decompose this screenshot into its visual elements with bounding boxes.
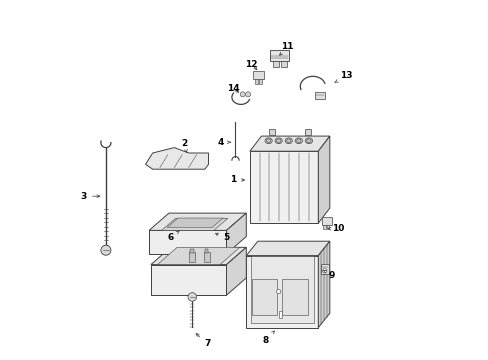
Bar (253, 71, 264, 79)
Ellipse shape (264, 138, 272, 144)
Bar (246, 256, 318, 328)
Ellipse shape (276, 289, 280, 294)
Bar (322, 225, 325, 229)
Bar (326, 225, 329, 229)
Ellipse shape (276, 139, 280, 143)
Bar (321, 217, 332, 225)
Polygon shape (145, 148, 208, 169)
Ellipse shape (286, 139, 290, 143)
Text: 2: 2 (181, 139, 187, 152)
Polygon shape (226, 213, 246, 254)
Circle shape (245, 92, 250, 97)
Text: 10: 10 (327, 224, 344, 233)
Text: 12: 12 (245, 60, 258, 69)
Bar (189, 252, 195, 262)
Circle shape (240, 92, 244, 97)
Bar (204, 249, 208, 253)
Text: 1: 1 (229, 175, 244, 184)
Polygon shape (157, 247, 239, 265)
Bar (282, 279, 307, 315)
Polygon shape (167, 218, 223, 228)
Text: 3: 3 (81, 192, 100, 201)
Bar (278, 311, 281, 318)
Ellipse shape (295, 138, 302, 144)
Polygon shape (318, 136, 329, 223)
Polygon shape (246, 241, 329, 256)
Bar (203, 252, 209, 262)
Polygon shape (249, 136, 329, 151)
Text: 11: 11 (279, 42, 293, 55)
Bar (251, 279, 276, 315)
Circle shape (101, 245, 111, 255)
Bar (250, 256, 313, 323)
Ellipse shape (266, 139, 270, 143)
Bar (190, 249, 194, 253)
Bar (254, 79, 257, 84)
Text: 4: 4 (218, 138, 230, 147)
Polygon shape (151, 247, 246, 265)
Text: 5: 5 (215, 233, 229, 242)
Text: 13: 13 (334, 71, 351, 83)
Text: 9: 9 (323, 270, 334, 280)
Bar (259, 79, 262, 84)
Ellipse shape (296, 139, 301, 143)
Bar (151, 265, 226, 295)
Bar (249, 151, 318, 223)
Text: 6: 6 (167, 231, 179, 242)
Polygon shape (226, 247, 246, 295)
Ellipse shape (306, 139, 310, 143)
Polygon shape (318, 241, 329, 328)
Text: 8: 8 (263, 331, 274, 345)
Bar (269, 50, 289, 61)
FancyBboxPatch shape (268, 129, 275, 135)
Polygon shape (162, 218, 227, 230)
Circle shape (322, 269, 326, 273)
Bar (314, 92, 325, 99)
Text: 14: 14 (226, 84, 239, 93)
Circle shape (187, 293, 196, 301)
Bar (280, 61, 286, 67)
Bar (272, 61, 279, 67)
Ellipse shape (285, 138, 292, 144)
Ellipse shape (305, 138, 312, 144)
Text: 7: 7 (196, 334, 210, 348)
Polygon shape (149, 213, 246, 230)
FancyBboxPatch shape (304, 129, 310, 135)
Bar (320, 264, 328, 274)
Bar (149, 230, 226, 254)
Ellipse shape (275, 138, 282, 144)
